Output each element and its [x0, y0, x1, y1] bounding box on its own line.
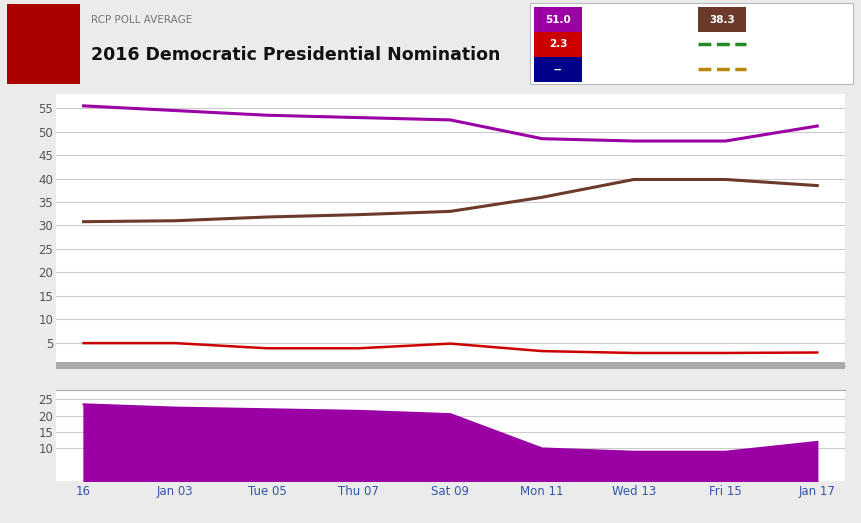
- Text: 2.3: 2.3: [548, 39, 567, 50]
- Text: RCP POLL AVERAGE: RCP POLL AVERAGE: [90, 15, 191, 25]
- FancyBboxPatch shape: [7, 5, 80, 85]
- FancyBboxPatch shape: [534, 7, 581, 32]
- Text: Sanders: Sanders: [749, 15, 795, 25]
- Text: Webb: Webb: [585, 64, 616, 74]
- Text: Clinton: Clinton: [585, 15, 625, 25]
- FancyBboxPatch shape: [530, 3, 852, 85]
- Text: POLITICS: POLITICS: [24, 60, 63, 69]
- FancyBboxPatch shape: [697, 7, 745, 32]
- Text: 38.3: 38.3: [709, 15, 734, 25]
- FancyBboxPatch shape: [534, 57, 581, 82]
- Text: 2016 Democratic Presidential Nomination: 2016 Democratic Presidential Nomination: [90, 46, 499, 64]
- Text: REAL: REAL: [28, 15, 59, 25]
- Text: --: --: [554, 64, 561, 74]
- Text: O'Malley: O'Malley: [585, 39, 634, 50]
- Text: Chafee: Chafee: [749, 64, 789, 74]
- Text: 51.0: 51.0: [545, 15, 570, 25]
- Text: +12.7: +12.7: [637, 15, 672, 25]
- Text: Biden: Biden: [749, 39, 781, 50]
- FancyBboxPatch shape: [534, 32, 581, 57]
- Text: CLEAR: CLEAR: [25, 35, 62, 45]
